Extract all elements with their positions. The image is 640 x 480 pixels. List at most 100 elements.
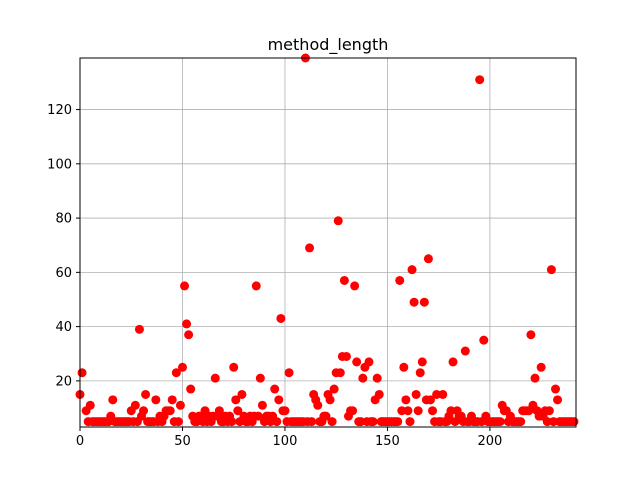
data-point [327,417,337,427]
data-point [350,281,360,291]
data-point [395,275,405,285]
data-point [184,330,194,340]
data-point [139,406,149,416]
y-tick-label: 20 [55,374,72,389]
data-point [307,417,317,427]
data-point [333,216,343,226]
data-point [352,357,362,367]
data-point [253,411,263,421]
data-point [270,384,280,394]
data-point [526,330,536,340]
data-point [372,373,382,383]
x-tick-label: 200 [478,434,503,449]
data-point [276,313,286,323]
data-point [180,281,190,291]
data-point [134,324,144,334]
data-point [569,417,579,427]
data-point [305,243,315,253]
data-point [407,265,417,275]
data-point [397,406,407,416]
data-point [419,297,429,307]
data-point [233,406,243,416]
data-point [171,368,181,378]
data-point [255,373,265,383]
y-tick-label: 40 [55,320,72,335]
data-point [85,400,95,410]
data-point [542,417,552,427]
data-point [413,406,423,416]
data-point [325,395,335,405]
y-tick-label: 120 [47,103,72,118]
data-point [210,373,220,383]
data-point [313,400,323,410]
data-point [108,395,118,405]
data-point [432,389,442,399]
data-point [167,395,177,405]
data-point [448,357,458,367]
data-point [393,417,403,427]
data-point [428,406,438,416]
data-point [405,417,415,427]
data-point [475,75,485,85]
data-point [229,362,239,372]
data-point [553,395,563,405]
chart-title: method_length [268,35,389,55]
data-point [438,389,448,399]
data-point [272,417,282,427]
data-point [341,351,351,361]
tick-labels: 0 50 100 150 200 20 40 60 80 100 120 [47,103,502,449]
data-point [175,400,185,410]
data-point [460,346,470,356]
data-point [401,395,411,405]
data-point [214,406,224,416]
x-tick-label: 50 [174,434,191,449]
data-point [335,368,345,378]
data-point [339,275,349,285]
data-point [417,357,427,367]
data-point [151,395,161,405]
y-tick-label: 80 [55,212,72,227]
data-point [399,362,409,372]
data-point [257,400,267,410]
data-point [446,406,456,416]
data-point [284,368,294,378]
data-point [141,389,151,399]
data-point [479,335,489,345]
data-point [165,406,175,416]
data-point [530,373,540,383]
data-point [280,406,290,416]
data-point [536,362,546,372]
data-point [374,389,384,399]
grid-layer [79,58,576,427]
data-point [227,417,237,427]
data-point [251,281,261,291]
y-tick-label: 100 [47,157,72,172]
data-point [358,373,368,383]
data-point [411,389,421,399]
x-tick-label: 0 [76,434,84,449]
data-point [516,417,526,427]
data-points [75,53,579,427]
data-point [329,384,339,394]
data-point [409,297,419,307]
data-point [321,411,331,421]
data-point [548,417,558,427]
data-point [544,406,554,416]
data-point [77,368,87,378]
data-point [182,319,192,329]
data-point [356,417,366,427]
data-point [237,389,247,399]
data-point [546,265,556,275]
data-point [364,357,374,367]
data-point [551,384,561,394]
data-point [423,254,433,264]
data-point [274,395,284,405]
data-point [130,400,140,410]
data-point [177,362,187,372]
y-tick-label: 60 [55,266,72,281]
data-point [348,406,358,416]
x-tick-label: 100 [273,434,298,449]
axes [76,57,577,431]
data-point [403,406,413,416]
